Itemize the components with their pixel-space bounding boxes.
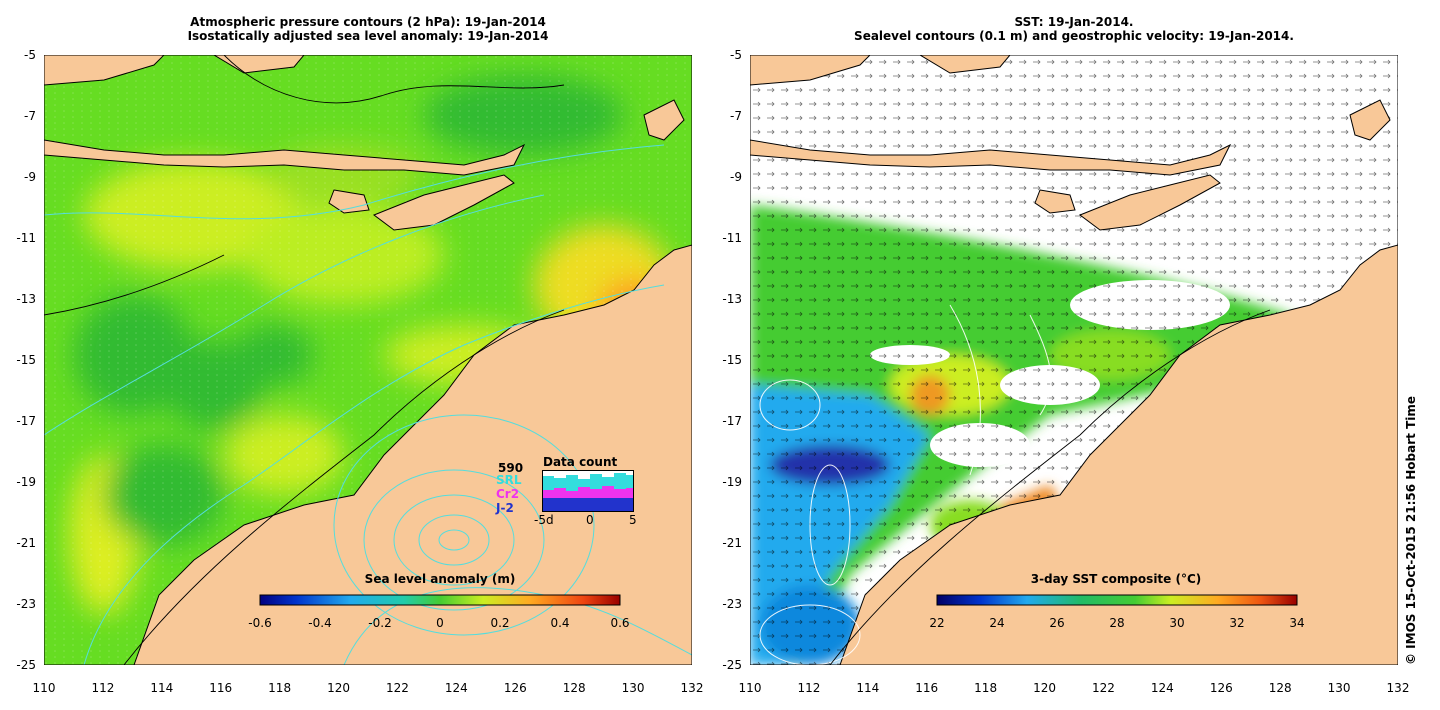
- right-x-tick-7: 124: [1150, 681, 1174, 695]
- left-y-tick-3: -11: [16, 231, 36, 245]
- left-y-tick-7: -19: [16, 475, 36, 489]
- sumba-island: [328, 189, 370, 214]
- island-flores: [643, 99, 685, 141]
- left-title-line1: Atmospheric pressure contours (2 hPa): 1…: [190, 15, 546, 29]
- right-colorbar-tick-2: 26: [1049, 616, 1065, 630]
- right-y-tick-9: -23: [722, 597, 742, 611]
- left-x-tick-8: 126: [503, 681, 527, 695]
- right-x-tick-2: 114: [856, 681, 880, 695]
- left-y-tick-10: -25: [16, 658, 36, 672]
- right-panel-title: SST: 19-Jan-2014. Sealevel contours (0.1…: [750, 15, 1398, 43]
- left-y-tick-6: -17: [16, 414, 36, 428]
- imos-credit: © IMOS 15-Oct-2015 21:56 Hobart Time: [1404, 395, 1418, 665]
- right-y-tick-3: -11: [722, 231, 742, 245]
- left-y-tick-9: -23: [16, 597, 36, 611]
- right-colorbar-tick-5: 32: [1229, 616, 1245, 630]
- left-x-tick-10: 130: [621, 681, 645, 695]
- left-y-tick-2: -9: [24, 170, 36, 184]
- right-y-tick-8: -21: [722, 536, 742, 550]
- right-colorbar-tick-4: 30: [1169, 616, 1185, 630]
- right-colorbar-tick-3: 28: [1109, 616, 1125, 630]
- left-x-tick-6: 122: [386, 681, 409, 695]
- left-x-tick-1: 112: [91, 681, 115, 695]
- right-y-tick-10: -25: [722, 658, 742, 672]
- right-colorbar-tick-6: 34: [1289, 616, 1305, 630]
- left-y-tick-4: -13: [16, 292, 36, 306]
- left-panel-title: Atmospheric pressure contours (2 hPa): 1…: [44, 15, 692, 43]
- data-count-total: 590: [498, 461, 524, 475]
- left-colorbar-tick-4: 0.2: [490, 616, 510, 630]
- data-count-xtick-2: 5: [629, 513, 637, 527]
- right-y-tick-7: -19: [722, 475, 742, 489]
- right-colorbar-tick-1: 24: [989, 616, 1005, 630]
- right-title-line2: Sealevel contours (0.1 m) and geostrophi…: [854, 29, 1294, 43]
- left-colorbar-tick-6: 0.6: [610, 616, 630, 630]
- left-x-tick-0: 110: [32, 681, 56, 695]
- left-x-tick-3: 116: [209, 681, 233, 695]
- left-colorbar-tick-1: -0.4: [308, 616, 332, 630]
- right-y-tick-1: -7: [730, 109, 742, 123]
- right-x-tick-6: 122: [1092, 681, 1115, 695]
- timor-island-right: [1078, 174, 1221, 231]
- northern-land: [44, 55, 165, 86]
- sumba-island-right: [1034, 189, 1076, 214]
- left-colorbar-tick-2: -0.2: [368, 616, 392, 630]
- left-colorbar: [259, 594, 621, 606]
- right-x-tick-0: 110: [738, 681, 762, 695]
- island-chain-right: [750, 139, 1232, 176]
- right-x-tick-9: 128: [1268, 681, 1292, 695]
- left-title-line2: Isostatically adjusted sea level anomaly…: [187, 29, 549, 43]
- right-colorbar: [936, 594, 1298, 606]
- timor-island: [372, 174, 515, 231]
- data-count-title: Data count: [543, 455, 618, 469]
- data-count-xtick-1: 0: [586, 513, 594, 527]
- right-y-tick-0: -5: [730, 48, 742, 62]
- left-colorbar-tick-5: 0.4: [550, 616, 570, 630]
- island-flores-right: [1349, 99, 1391, 141]
- data-count-bars: [542, 470, 634, 512]
- left-colorbar-title: Sea level anomaly (m): [364, 572, 516, 586]
- left-x-tick-9: 128: [562, 681, 586, 695]
- right-x-tick-5: 120: [1033, 681, 1056, 695]
- right-colorbar-title: 3-day SST composite (°C): [1030, 572, 1202, 586]
- right-x-tick-1: 112: [797, 681, 821, 695]
- right-colorbar-tick-0: 22: [929, 616, 945, 630]
- northern-land-2: [213, 55, 305, 74]
- northern-land-right-2: [919, 55, 1011, 74]
- northern-land-right: [750, 55, 871, 86]
- right-y-tick-2: -9: [730, 170, 742, 184]
- left-x-tick-5: 120: [327, 681, 350, 695]
- left-colorbar-tick-3: 0: [436, 616, 444, 630]
- left-y-tick-0: -5: [24, 48, 36, 62]
- right-map: [750, 55, 1398, 665]
- left-y-tick-8: -21: [16, 536, 36, 550]
- data-count-xtick-0: -5d: [534, 513, 554, 527]
- left-colorbar-tick-0: -0.6: [248, 616, 272, 630]
- right-x-tick-3: 116: [915, 681, 939, 695]
- island-chain: [44, 139, 526, 176]
- right-y-tick-6: -17: [722, 414, 742, 428]
- mission-srl: SRL: [496, 473, 522, 487]
- right-y-tick-4: -13: [722, 292, 742, 306]
- left-map: [44, 55, 692, 665]
- right-title-line1: SST: 19-Jan-2014.: [1014, 15, 1134, 29]
- left-y-tick-1: -7: [24, 109, 36, 123]
- right-x-tick-8: 126: [1209, 681, 1233, 695]
- mission-j2: J-2: [496, 501, 514, 515]
- right-x-tick-4: 118: [974, 681, 998, 695]
- right-y-tick-5: -15: [722, 353, 742, 367]
- right-x-tick-10: 130: [1327, 681, 1351, 695]
- left-x-tick-2: 114: [150, 681, 174, 695]
- left-x-tick-7: 124: [444, 681, 468, 695]
- left-x-tick-4: 118: [268, 681, 292, 695]
- mission-cr2: Cr2: [496, 487, 520, 501]
- right-x-tick-11: 132: [1386, 681, 1410, 695]
- left-x-tick-11: 132: [680, 681, 704, 695]
- left-y-tick-5: -15: [16, 353, 36, 367]
